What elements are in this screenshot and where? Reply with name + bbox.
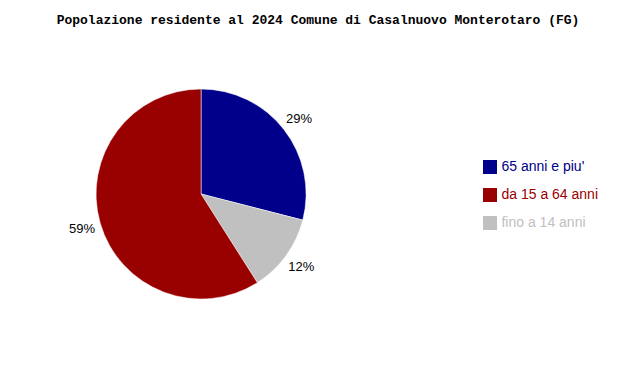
html-text:65 anni e piu': 65 anni e piu' [501,158,585,174]
svg-text:29%: 29% [286,111,312,126]
svg-text:59%: 59% [69,221,95,236]
html-text:fino a 14 anni: fino a 14 anni [501,214,586,230]
svg-text:12%: 12% [288,259,314,274]
html-text:Popolazione residente al 2024: Popolazione residente al 2024 Comune di … [56,13,580,28]
html-text:da 15 a 64 anni: da 15 a 64 anni [501,186,598,202]
